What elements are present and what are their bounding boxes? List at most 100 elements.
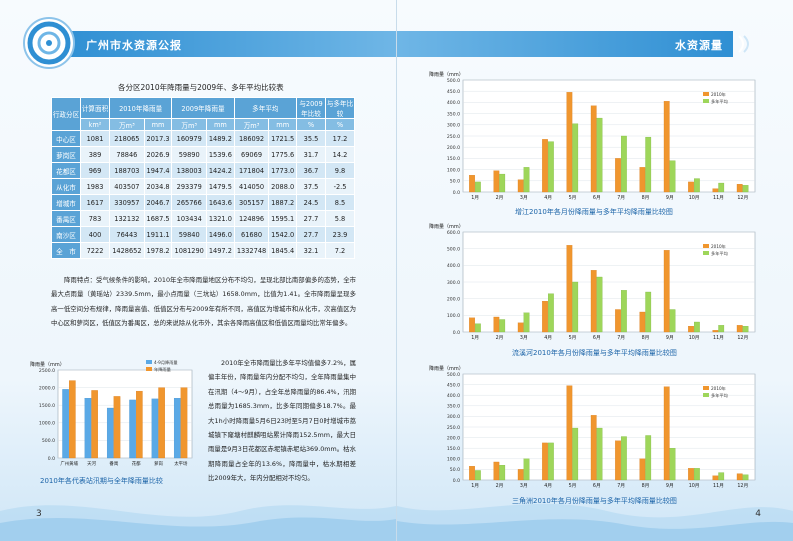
bar-series-b bbox=[572, 123, 579, 193]
header-area: 计算面积 bbox=[80, 97, 110, 119]
value-cell: 160979 bbox=[171, 130, 208, 147]
bar-series-a bbox=[688, 468, 694, 481]
bar-series-b bbox=[742, 326, 749, 333]
value-cell: 186092 bbox=[233, 130, 270, 147]
value-cell: 1643.6 bbox=[206, 194, 235, 211]
x-tick-label: 4月 bbox=[544, 195, 552, 201]
bar-series-b bbox=[475, 323, 481, 333]
x-tick-label: 1月 bbox=[471, 195, 479, 201]
value-cell: 1773.0 bbox=[268, 162, 297, 179]
x-tick-label: 8月 bbox=[642, 335, 650, 341]
legend-label: 4-9月降雨量 bbox=[154, 359, 178, 366]
unit-cell: 万m³ bbox=[233, 118, 270, 131]
right-page: 水资源量 降雨量（mm） 0.0 50.0 100.0 150.0 200.0 250.0 3… bbox=[397, 0, 793, 541]
bar-series-a bbox=[542, 301, 548, 333]
value-cell: 969 bbox=[80, 162, 110, 179]
unit-cell: % bbox=[296, 118, 326, 131]
value-cell: 1081290 bbox=[171, 242, 208, 259]
x-tick-label: 番禺 bbox=[109, 460, 118, 467]
bar-series-b bbox=[548, 442, 554, 481]
y-axis-label: 降雨量（mm） bbox=[429, 365, 464, 372]
legend-swatch bbox=[703, 386, 709, 390]
legend-label: 多年平均 bbox=[711, 392, 728, 399]
x-tick-label: 3月 bbox=[520, 195, 528, 201]
wave-ornament-icon bbox=[738, 35, 749, 53]
y-tick-label: 600.0 bbox=[447, 230, 460, 236]
value-cell: 1496.0 bbox=[206, 226, 235, 243]
bar-series-a bbox=[469, 175, 475, 193]
value-cell: 14.2 bbox=[325, 146, 355, 163]
header-cmp2009: 与2009年比较 bbox=[296, 97, 326, 119]
x-tick-label: 7月 bbox=[617, 195, 625, 201]
unit-cell: % bbox=[325, 118, 355, 131]
x-tick-label: 6月 bbox=[593, 195, 601, 201]
y-tick-label: 50.0 bbox=[450, 467, 460, 473]
bar-series-b bbox=[572, 281, 579, 333]
y-tick-label: 1500.0 bbox=[39, 403, 55, 409]
unit-cell: km² bbox=[80, 118, 110, 131]
bar-series-a bbox=[615, 158, 621, 193]
bar-series-a bbox=[566, 245, 573, 333]
y-tick-label: 150.0 bbox=[447, 446, 460, 452]
unit-cell: mm bbox=[268, 118, 297, 131]
bar-series-b bbox=[499, 319, 506, 333]
bar-series-a bbox=[542, 139, 548, 193]
bar-series-a bbox=[151, 398, 159, 459]
delta-monthly-chart: 降雨量（mm） 0.0 50.0 100.0 150.0 200.0 250.0 300.0 3… bbox=[429, 365, 756, 489]
value-cell: 9.8 bbox=[325, 162, 355, 179]
bar-series-a bbox=[173, 398, 181, 459]
y-tick-label: 100.0 bbox=[447, 167, 460, 173]
value-cell: 24.5 bbox=[296, 194, 326, 211]
x-tick-label: 4月 bbox=[544, 483, 552, 489]
legend-swatch bbox=[703, 244, 709, 248]
bar-series-a bbox=[639, 458, 646, 481]
value-cell: 1595.1 bbox=[268, 210, 297, 227]
x-tick-label: 广州黄埔 bbox=[60, 460, 78, 467]
x-tick-label: 11月 bbox=[713, 483, 724, 489]
header-cmpavg: 与多年比较 bbox=[325, 97, 355, 119]
spine-divider bbox=[396, 0, 397, 541]
bar-series-b bbox=[523, 312, 530, 333]
value-cell: 403507 bbox=[109, 178, 145, 195]
value-cell: 59840 bbox=[171, 226, 208, 243]
y-tick-label: 300.0 bbox=[447, 414, 460, 420]
value-cell: 2017.3 bbox=[143, 130, 173, 147]
y-tick-label: 500.0 bbox=[42, 438, 55, 444]
y-tick-label: 450.0 bbox=[447, 382, 460, 388]
bar-series-a bbox=[493, 170, 500, 193]
value-cell: 305157 bbox=[233, 194, 270, 211]
bar-series-a bbox=[688, 181, 694, 193]
value-cell: 218065 bbox=[109, 130, 145, 147]
header-bar-right: 水资源量 bbox=[397, 31, 733, 57]
y-tick-label: 150.0 bbox=[447, 156, 460, 162]
value-cell: 1775.6 bbox=[268, 146, 297, 163]
district-cell: 番禺区 bbox=[51, 210, 81, 227]
bar-series-a bbox=[615, 309, 621, 333]
bar-series-b bbox=[621, 290, 627, 333]
value-cell: -2.5 bbox=[325, 178, 355, 195]
y-tick-label: 0.0 bbox=[453, 478, 460, 484]
wave-decoration bbox=[0, 505, 396, 541]
y-tick-label: 250.0 bbox=[447, 134, 460, 140]
bar-series-a bbox=[712, 188, 719, 193]
value-cell: 389 bbox=[80, 146, 110, 163]
bar-series-b bbox=[113, 396, 121, 459]
bar-series-b bbox=[572, 427, 579, 481]
legend-swatch bbox=[703, 99, 709, 103]
station-chart-caption: 2010年各代表站汛期与全年降雨量比较 bbox=[40, 477, 163, 485]
legend-label: 2010年 bbox=[711, 385, 726, 392]
x-tick-label: 8月 bbox=[642, 195, 650, 201]
y-tick-label: 50.0 bbox=[450, 179, 460, 185]
report-title: 广州市水资源公报 bbox=[86, 39, 182, 52]
bar-series-b bbox=[621, 436, 627, 481]
bar-series-b bbox=[475, 470, 481, 481]
x-tick-label: 12月 bbox=[737, 195, 748, 201]
bar-series-b bbox=[645, 291, 652, 333]
bar-series-b bbox=[718, 472, 725, 481]
bar-series-a bbox=[517, 469, 524, 481]
bar-series-a bbox=[566, 92, 573, 193]
x-tick-label: 5月 bbox=[569, 335, 577, 341]
value-cell: 1428652 bbox=[109, 242, 145, 259]
bar-series-b bbox=[621, 135, 627, 193]
value-cell: 78846 bbox=[109, 146, 145, 163]
